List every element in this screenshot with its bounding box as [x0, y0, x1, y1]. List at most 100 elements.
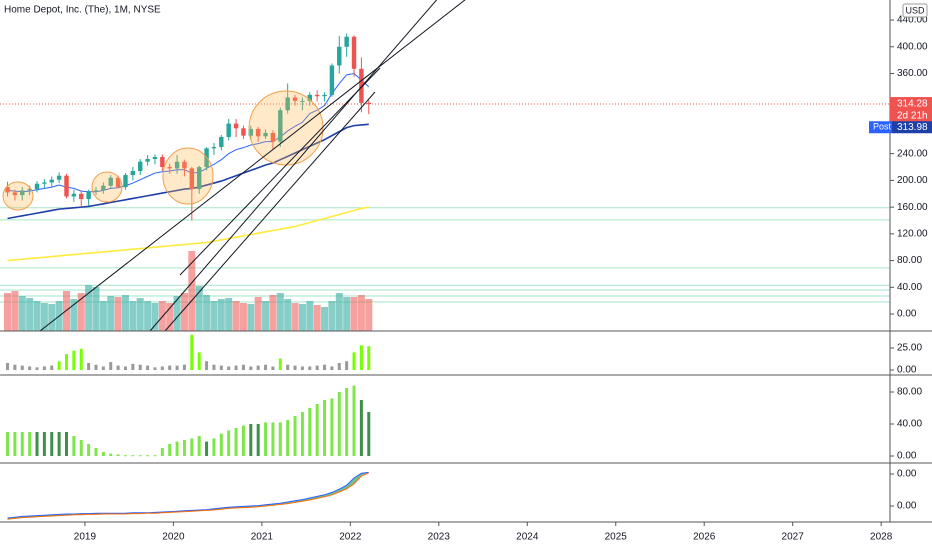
- indicator-bar: [42, 432, 46, 456]
- indicator-bar: [72, 436, 76, 456]
- x-tick-label: 2023: [428, 532, 451, 543]
- y-tick-label: 40.00: [897, 282, 922, 293]
- indicator-bar: [94, 448, 98, 456]
- volume-bar: [210, 301, 218, 331]
- candle-body: [138, 161, 143, 172]
- indicator-bar: [182, 364, 186, 371]
- volume-bar: [350, 297, 358, 331]
- indicator-bar: [146, 365, 150, 371]
- volume-bar: [262, 301, 270, 331]
- y-tick-label: 440.00: [897, 15, 928, 26]
- volume-bar: [225, 298, 233, 331]
- x-tick-label: 2025: [605, 532, 628, 543]
- volume-bar: [18, 296, 26, 331]
- volume-bar: [306, 301, 314, 331]
- indicator-bar: [271, 366, 275, 371]
- indicator-bar: [315, 365, 319, 371]
- volume-bar: [92, 287, 100, 331]
- candle-body: [101, 185, 106, 191]
- indicator-bar: [87, 362, 91, 371]
- candle-body: [241, 128, 246, 136]
- indicator-bar: [182, 440, 186, 456]
- volume-bar: [180, 293, 188, 331]
- trend-line: [164, 91, 376, 332]
- volume-bar: [321, 307, 329, 331]
- x-tick-label: 2024: [516, 532, 539, 543]
- y-tick-label: 160.00: [897, 202, 928, 213]
- moving-average: [7, 206, 369, 262]
- volume-bar: [217, 299, 225, 331]
- candle-body: [42, 182, 47, 184]
- volume-bar: [114, 297, 122, 331]
- x-tick-label: 2022: [339, 532, 362, 543]
- indicator-bar: [367, 346, 371, 371]
- volume-bar: [254, 297, 262, 331]
- indicator-bar: [131, 363, 135, 371]
- candle-body: [300, 100, 305, 102]
- volume-bar: [151, 303, 159, 331]
- countdown-label: 2d 21h: [897, 111, 928, 122]
- indicator-bar: [308, 408, 312, 456]
- indicator-bar: [153, 455, 157, 457]
- post-price-label: 313.98: [897, 122, 928, 133]
- indicator-bar: [286, 420, 290, 456]
- indicator-bar: [35, 432, 39, 456]
- indicator-bar: [146, 455, 150, 457]
- indicator-bar: [50, 432, 54, 456]
- candle-body: [5, 187, 10, 193]
- y-tick-label: 400.00: [897, 41, 928, 52]
- candle-body: [108, 177, 113, 186]
- indicator-bar: [241, 425, 245, 456]
- currency: USD: [905, 5, 925, 15]
- indicator-bar: [278, 422, 282, 456]
- volume-bar: [11, 291, 19, 331]
- indicator-bar: [101, 366, 105, 371]
- indicator-bar: [205, 361, 209, 371]
- indicator-bar: [116, 365, 120, 371]
- last-price-box: [890, 97, 932, 124]
- indicator-bar: [359, 345, 363, 371]
- volume-bar: [284, 299, 292, 331]
- indicator-bar: [20, 365, 24, 371]
- y-tick-label: 0.00: [897, 309, 917, 320]
- volume-bar: [121, 295, 129, 331]
- indicator-bar: [241, 364, 245, 371]
- candle-body: [34, 183, 40, 190]
- volume-bar: [4, 293, 12, 331]
- x-tick-label: 2020: [162, 532, 185, 543]
- indicator-bar: [300, 412, 304, 456]
- volume-bar: [48, 304, 56, 331]
- candle-body: [115, 177, 121, 188]
- indicator-bar: [160, 366, 164, 371]
- highlight-circle: [2, 181, 34, 211]
- indicator-bar: [359, 400, 363, 456]
- indicator-bar: [323, 400, 327, 456]
- highlight-circle: [91, 171, 123, 203]
- x-tick-label: 2028: [870, 532, 893, 543]
- volume-bar: [107, 296, 115, 331]
- volume-bar: [26, 298, 34, 331]
- candle-body: [123, 175, 128, 188]
- indicator-bar: [286, 364, 290, 371]
- volume-bar: [144, 301, 152, 331]
- indicator-bar: [352, 352, 356, 371]
- indicator-bar: [219, 365, 223, 371]
- chart-title: Home Depot, Inc. (The), 1M, NYSE: [4, 5, 161, 16]
- indicator-bar: [205, 441, 209, 456]
- indicator-bar: [278, 358, 282, 371]
- indicator-bar: [345, 388, 349, 456]
- indicator-bar: [330, 398, 334, 456]
- volume-bar: [276, 293, 284, 331]
- indicator-bar: [50, 365, 54, 371]
- volume-bar: [195, 286, 203, 331]
- indicator-bar: [330, 366, 334, 371]
- indicator-line: [7, 471, 369, 519]
- candle-body: [366, 102, 371, 105]
- volume-bar: [203, 295, 211, 331]
- indicator-bar: [345, 361, 349, 371]
- indicator-bar: [123, 455, 127, 457]
- indicator-bar: [256, 424, 260, 456]
- y-tick-label: 200.00: [897, 175, 928, 186]
- indicator-bar: [315, 404, 319, 456]
- indicator-bar: [94, 364, 98, 371]
